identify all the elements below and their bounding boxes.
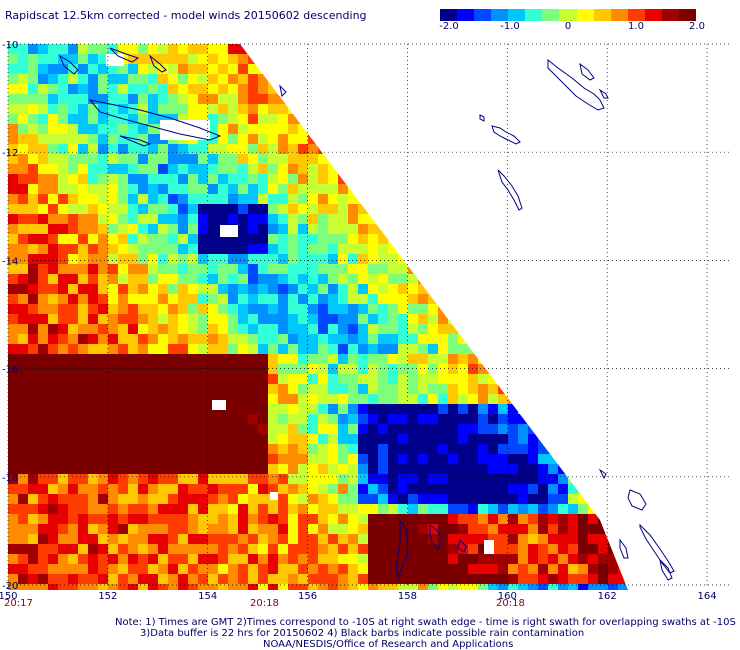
map-title: Rapidscat 12.5km corrected - model winds… [5,9,367,22]
x-tick-label: 154 [198,591,217,602]
time-label: 20:18 [496,598,525,609]
colorbar-swatch [644,9,662,21]
y-tick-label: -16 [2,365,18,376]
colorbar-swatch [457,9,475,21]
colorbar-tick: 0 [564,21,572,32]
colorbar-swatch [661,9,679,21]
y-tick-label: -10 [2,40,18,51]
colorbar-tick: -2.0 [439,21,459,32]
colorbar-swatch [491,9,509,21]
colorbar-swatch [576,9,594,21]
grid-lines [7,43,732,586]
y-tick-label: -20 [2,581,18,592]
y-tick-label: -14 [2,256,18,267]
x-tick-label: 158 [398,591,417,602]
colorbar-tick: 1.0 [628,21,644,32]
colorbar-swatch [440,9,458,21]
time-label: 20:18 [250,598,279,609]
colorbar-swatch [525,9,543,21]
colorbar-swatch [474,9,492,21]
x-tick-label: 164 [697,591,716,602]
colorbar-swatch [542,9,560,21]
x-tick-label: 156 [298,591,317,602]
x-tick-label: 150 [0,591,18,602]
x-tick-label: 152 [98,591,117,602]
note-line-2: 3)Data buffer is 22 hrs for 20150602 4) … [140,628,585,639]
colorbar-tick: 2.0 [689,21,705,32]
x-tick-label: 160 [498,591,517,602]
colorbar-tick: -1.0 [500,21,520,32]
note-line-1: Note: 1) Times are GMT 2)Times correspon… [115,617,736,628]
y-tick-label: -12 [2,148,18,159]
x-tick-label: 162 [598,591,617,602]
time-label: 20:17 [4,598,33,609]
colorbar-swatch [508,9,526,21]
note-line-3: NOAA/NESDIS/Office of Research and Appli… [263,639,514,650]
colorbar-swatch [610,9,628,21]
colorbar-swatch [678,9,696,21]
colorbar-swatch [627,9,645,21]
colorbar [440,9,696,21]
colorbar-swatch [559,9,577,21]
coastlines [58,47,675,581]
colorbar-swatch [593,9,611,21]
y-tick-label: -18 [2,473,18,484]
